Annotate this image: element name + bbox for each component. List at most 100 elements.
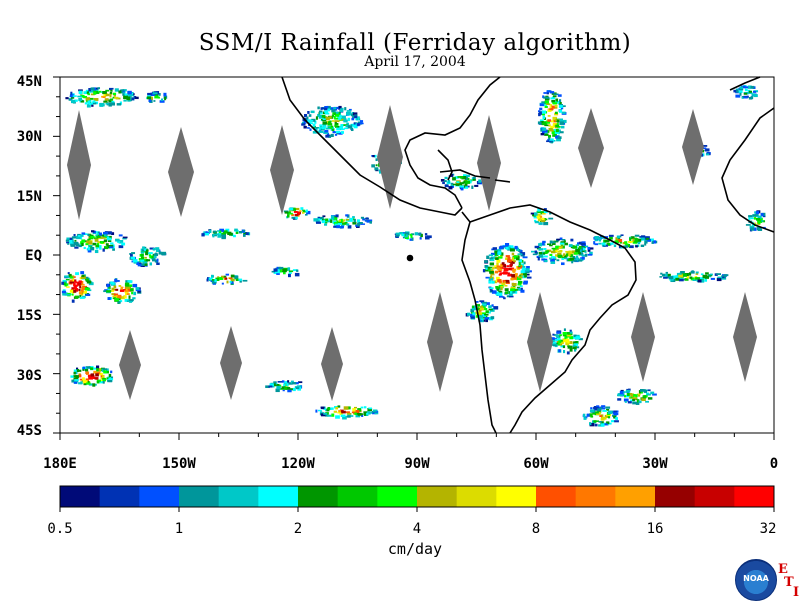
rain-cell — [518, 275, 522, 278]
rain-cell — [133, 291, 137, 296]
rain-cell — [536, 210, 542, 214]
coastlines — [281, 76, 775, 434]
rain-cell — [546, 90, 549, 95]
colorbar-swatch — [417, 486, 458, 507]
rain-cell — [489, 287, 494, 290]
rain-cell — [602, 407, 606, 410]
rain-cell — [79, 296, 85, 299]
rain-cell — [510, 245, 514, 249]
rain-cell — [332, 128, 335, 132]
rain-cell — [90, 236, 95, 239]
rain-cell — [601, 414, 604, 418]
rain-cell — [85, 97, 90, 101]
rain-cell — [293, 211, 298, 213]
rain-cell — [333, 131, 338, 134]
rain-cell — [452, 186, 455, 188]
rain-cell — [97, 241, 101, 244]
rain-cell — [72, 279, 75, 282]
rain-cell — [561, 239, 566, 241]
rain-cell — [457, 176, 462, 178]
rain-cell — [756, 218, 761, 221]
rain-cell — [323, 408, 327, 410]
rain-cell — [84, 102, 88, 105]
rain-cell — [99, 248, 102, 250]
rain-cell — [505, 257, 509, 260]
rain-cell — [576, 346, 580, 349]
colorbar-swatch — [615, 486, 656, 507]
rain-cell — [221, 233, 226, 236]
rain-cell — [496, 265, 500, 268]
rain-cell — [425, 236, 430, 240]
rain-cell — [333, 107, 338, 111]
rain-cell — [338, 220, 341, 224]
rain-cell — [547, 115, 551, 117]
rain-cell — [82, 286, 87, 290]
rain-cell — [80, 100, 85, 103]
rain-cell — [680, 271, 685, 274]
rain-cell — [353, 125, 358, 129]
rain-cell — [136, 262, 139, 266]
rain-cell — [80, 283, 85, 286]
rain-cell — [354, 412, 357, 416]
rain-cell — [496, 267, 501, 270]
rain-cell — [321, 218, 326, 222]
rain-cell — [212, 234, 217, 237]
rain-cell — [276, 385, 281, 390]
rain-cell — [239, 279, 242, 283]
rain-cell — [561, 111, 566, 114]
rain-cell — [613, 415, 617, 419]
rain-cell — [89, 102, 93, 106]
rain-cell — [208, 277, 213, 280]
coastline-path — [281, 76, 463, 216]
rain-cell — [537, 257, 540, 261]
rain-cell — [65, 294, 71, 296]
rain-cell — [754, 211, 758, 214]
rain-cell — [682, 273, 687, 277]
rain-cell — [68, 273, 72, 277]
rain-cell — [351, 112, 355, 114]
rain-cell — [319, 131, 324, 133]
rain-cell — [86, 91, 89, 94]
rain-cell — [117, 301, 121, 304]
rain-cell — [637, 241, 641, 245]
rain-cell — [572, 344, 576, 347]
rain-cell — [699, 277, 704, 282]
rain-cell — [559, 99, 562, 103]
rain-cell — [534, 220, 540, 224]
rain-cell — [327, 414, 332, 417]
rain-cell — [606, 414, 612, 417]
rain-cell — [95, 87, 99, 91]
rain-cell — [318, 116, 322, 119]
rain-cell — [358, 222, 363, 224]
rain-cell — [211, 275, 215, 278]
rain-cell — [125, 280, 130, 283]
rain-cell — [477, 307, 481, 311]
rain-cell — [152, 248, 156, 251]
rain-cell — [273, 381, 277, 384]
rain-cell — [129, 280, 133, 284]
rain-cell — [368, 412, 373, 414]
rain-cell — [485, 310, 489, 314]
rain-cell — [233, 234, 236, 238]
rain-cell — [234, 275, 239, 279]
rain-cell — [748, 90, 753, 93]
rain-cell — [112, 248, 115, 251]
colorbar-swatch — [496, 486, 537, 507]
rain-cell — [288, 273, 291, 278]
rain-cell — [366, 220, 372, 223]
rain-cell — [541, 110, 547, 114]
rain-cell — [492, 247, 498, 250]
swath-gap-diamond — [682, 109, 704, 185]
rain-cell — [72, 281, 78, 283]
rain-cell — [575, 336, 581, 340]
rain-cell — [547, 138, 551, 142]
rain-cell — [243, 234, 246, 237]
rain-cell — [82, 366, 86, 370]
rain-cell — [598, 421, 603, 423]
rain-cell — [526, 266, 530, 269]
rain-cell — [549, 257, 552, 260]
rain-cell — [273, 271, 278, 274]
rain-cell — [553, 129, 558, 132]
rain-cell — [513, 285, 516, 288]
rain-cell — [347, 125, 353, 129]
